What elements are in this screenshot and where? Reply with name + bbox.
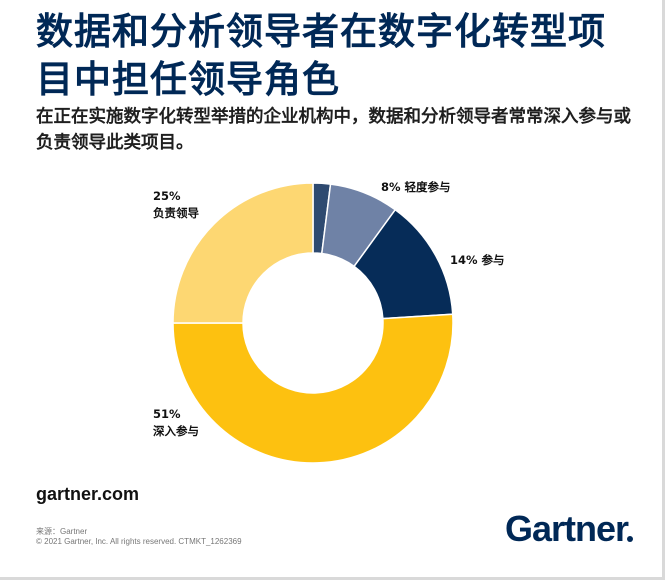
slice-label-3: 14% 参与 [450,253,505,267]
page-title: 数据和分析领导者在数字化转型项目中担任领导角色 [36,10,606,101]
slice-value-5: 25% [153,189,181,203]
slice-4 [172,313,454,464]
gartner-logo: Gartner [505,508,629,549]
copyright-line: © 2021 Gartner, Inc. All rights reserved… [36,537,242,546]
page-subtitle: 在正在实施数字化转型举措的企业机构中，数据和分析领导者常常深入参与或负责领导此类… [36,107,631,153]
slice-value-4: 51% [153,407,181,421]
slice-label-1: 2% 未参与 [300,170,358,171]
slice-label-2: 8% 轻度参与 [381,180,451,194]
slice-label-4: 51% 深入参与 [153,407,199,438]
slice-5 [172,182,314,324]
slice-name-5: 负责领导 [153,206,199,220]
slice-name-4: 深入参与 [153,424,199,438]
source-note: 来源：Gartner © 2021 Gartner, Inc. All righ… [36,527,242,547]
source-line: 来源：Gartner [36,527,88,536]
website-link[interactable]: gartner.com [36,484,140,504]
logo-dot [627,536,633,542]
donut-chart: 2% 未参与 8% 轻度参与 14% 参与 51% 深入参与 25% 负责领导 [153,170,505,464]
slice-label-5: 25% 负责领导 [153,189,199,220]
